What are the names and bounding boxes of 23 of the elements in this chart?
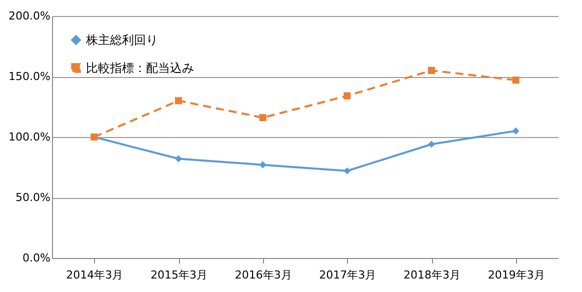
point — [344, 167, 351, 174]
legend-label: 比較指標：配当込み — [86, 61, 194, 75]
x-tick-label: 2016年3月 — [234, 268, 292, 282]
y-tick-label: 100.0% — [8, 130, 50, 144]
point — [344, 92, 351, 100]
point — [174, 155, 182, 162]
point — [259, 114, 266, 122]
x-tick-label: 2015年3月 — [150, 268, 208, 282]
x-tick-label: 2019年3月 — [488, 268, 545, 282]
point — [174, 97, 182, 104]
y-tick-label: 0.0% — [22, 252, 50, 264]
y-tick-label: 50.0% — [16, 191, 50, 204]
x-tick-label: 2018年3月 — [404, 268, 460, 282]
point — [512, 76, 520, 84]
point — [512, 127, 520, 134]
point — [259, 161, 266, 168]
point — [428, 140, 436, 148]
y-tick-label: 200.0% — [8, 10, 50, 22]
point — [428, 66, 436, 74]
x-tick-label: 2017年3月 — [319, 268, 376, 282]
x-tick-label: 2014年3月 — [66, 268, 124, 282]
y-tick-label: 150.0% — [8, 70, 50, 83]
legend-label: 株主総利回り — [85, 33, 158, 47]
